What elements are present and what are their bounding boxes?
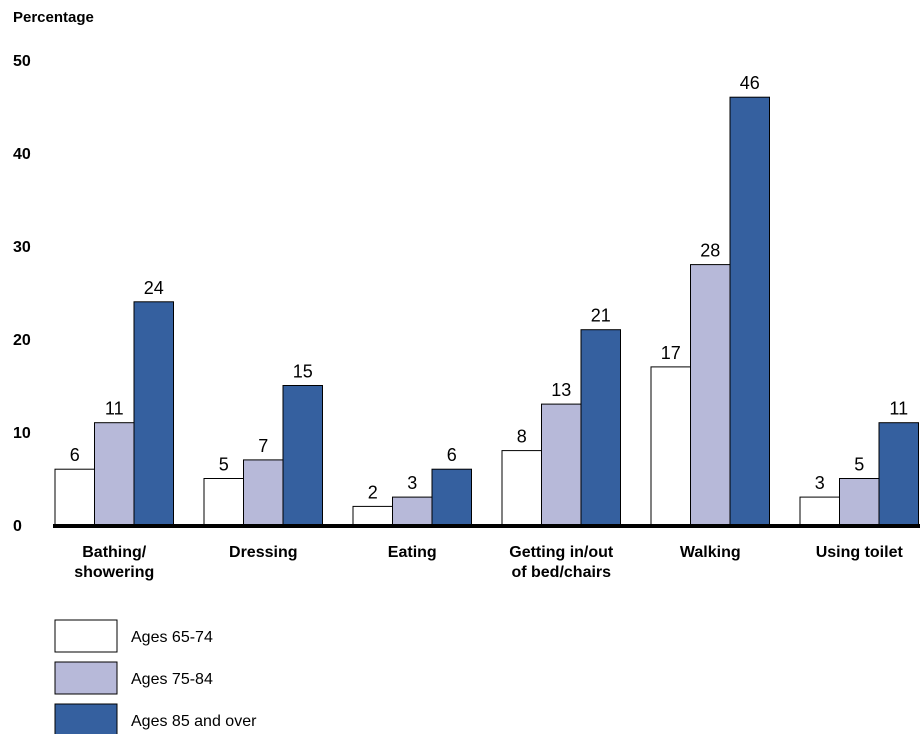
data-label: 46: [740, 73, 760, 93]
bar: [94, 422, 135, 526]
data-label: 11: [105, 399, 124, 419]
y-tick-label: 40: [13, 146, 31, 163]
bar: [352, 505, 393, 526]
data-label: 5: [854, 455, 864, 475]
data-label: 6: [70, 445, 80, 465]
bar: [243, 459, 284, 526]
data-label: 13: [551, 380, 571, 400]
legend: Ages 65-74 Ages 75-84 Ages 85 and over: [54, 619, 257, 734]
category-label: of bed/chairs: [511, 564, 611, 581]
legend-swatch: [54, 661, 118, 695]
category-label: Using toilet: [816, 544, 904, 561]
bar: [580, 329, 621, 526]
data-label: 2: [368, 482, 378, 502]
y-tick-label: 50: [13, 53, 31, 70]
bar: [839, 478, 880, 526]
bar: [878, 422, 919, 526]
data-label: 11: [889, 399, 908, 419]
legend-label: Ages 85 and over: [131, 713, 257, 730]
data-label: 24: [144, 278, 164, 298]
category-label: Bathing/: [82, 544, 147, 561]
data-label: 3: [407, 473, 417, 493]
y-tick-label: 10: [13, 425, 31, 442]
category-labels: Bathing/showering Dressing Eating Getting i…: [74, 544, 903, 581]
bar: [690, 264, 731, 526]
legend-swatch: [54, 619, 118, 653]
bar: [541, 403, 582, 526]
category-label: Dressing: [229, 544, 297, 561]
y-tick-labels: 0 10 20 30 40 50: [13, 53, 31, 535]
y-tick-label: 0: [13, 518, 22, 535]
data-label: 15: [293, 362, 313, 382]
y-tick-label: 30: [13, 239, 31, 256]
data-label: 7: [258, 436, 268, 456]
bar: [650, 366, 691, 526]
legend-swatch: [54, 703, 118, 734]
data-label: 5: [219, 455, 229, 475]
bar: [54, 468, 95, 526]
bar: [431, 468, 472, 526]
y-tick-label: 20: [13, 332, 31, 349]
bar: [799, 496, 840, 526]
bar: [282, 385, 323, 526]
bar: [392, 496, 433, 526]
y-axis-label: Percentage: [13, 9, 94, 26]
bar: [133, 301, 174, 526]
bar: [729, 96, 770, 526]
category-label: Eating: [388, 544, 437, 561]
bar: [203, 478, 244, 526]
data-label: 21: [591, 306, 611, 326]
legend-label: Ages 75-84: [131, 671, 213, 688]
category-label: showering: [74, 564, 154, 581]
legend-label: Ages 65-74: [131, 629, 213, 646]
category-label: Getting in/out: [509, 544, 614, 561]
bars: [54, 96, 919, 526]
data-label: 28: [700, 241, 720, 261]
category-label: Walking: [680, 544, 741, 561]
data-label: 6: [447, 445, 457, 465]
data-label: 8: [517, 427, 527, 447]
data-label: 3: [815, 473, 825, 493]
bar: [501, 450, 542, 526]
data-label: 17: [661, 343, 681, 363]
